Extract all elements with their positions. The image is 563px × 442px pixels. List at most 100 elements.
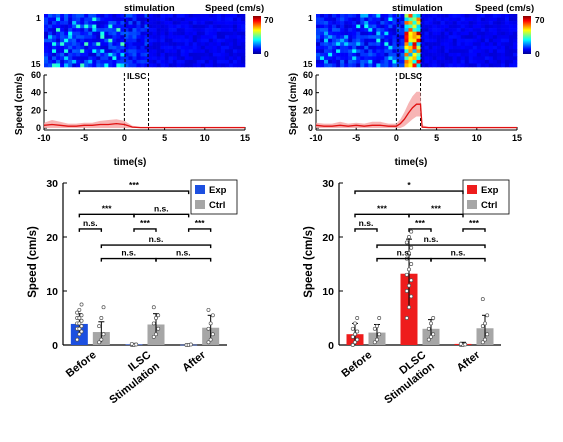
heatmap-cell bbox=[220, 31, 226, 36]
heatmap-cell bbox=[184, 38, 190, 43]
heatmap-cell bbox=[456, 42, 462, 47]
heatmap-cell bbox=[192, 14, 198, 18]
heatmap-cell bbox=[440, 17, 445, 22]
heatmap-cell bbox=[504, 56, 510, 61]
heatmap-cell bbox=[128, 63, 133, 68]
heatmap-cell bbox=[344, 21, 349, 25]
heatmap-cell bbox=[196, 38, 202, 43]
data-point bbox=[404, 316, 409, 320]
heatmap-cell bbox=[132, 17, 137, 22]
heatmap-cell bbox=[388, 42, 393, 47]
x-tick-label: -10 bbox=[37, 133, 50, 143]
heatmap-cell bbox=[108, 59, 113, 64]
heatmap-cell bbox=[148, 21, 153, 25]
heatmap-cell bbox=[336, 21, 341, 25]
heatmap-cell bbox=[228, 14, 234, 18]
heatmap-cell bbox=[332, 14, 337, 18]
heatmap-cell bbox=[212, 49, 218, 54]
heatmap-cell bbox=[124, 28, 129, 32]
heatmap-cell bbox=[456, 52, 462, 57]
heatmap-cell bbox=[448, 42, 453, 47]
heatmap-cell bbox=[360, 31, 365, 36]
heatmap-cell bbox=[180, 24, 185, 29]
heatmap-cell bbox=[128, 49, 133, 54]
heatmap-cell bbox=[152, 56, 157, 61]
heatmap-cell bbox=[56, 35, 61, 40]
heatmap-cell bbox=[164, 56, 169, 61]
heatmap-cell bbox=[208, 24, 214, 29]
heatmap-cell bbox=[152, 45, 157, 50]
heatmap-cell bbox=[428, 17, 433, 22]
heatmap-cell bbox=[220, 45, 226, 50]
heatmap-cell bbox=[436, 31, 441, 36]
heatmap-cell bbox=[188, 28, 194, 32]
heatmap-cell bbox=[172, 31, 177, 36]
heatmap-cell bbox=[144, 17, 149, 22]
heatmap-cell bbox=[388, 31, 393, 36]
heatmap-cell bbox=[480, 38, 486, 43]
heatmap-cell bbox=[80, 42, 85, 47]
data-point bbox=[156, 326, 161, 331]
heatmap-cell bbox=[504, 63, 510, 68]
heatmap-cell bbox=[184, 21, 190, 25]
heatmap-cell bbox=[352, 31, 357, 36]
heatmap-cell bbox=[404, 45, 409, 50]
category-label-line: After bbox=[455, 349, 483, 375]
heatmap-cell bbox=[48, 24, 53, 29]
heatmap-cell bbox=[120, 31, 125, 36]
heatmap-cell bbox=[220, 52, 226, 57]
heatmap-cell bbox=[116, 14, 121, 18]
heatmap-cell bbox=[416, 24, 421, 29]
heatmap-cell bbox=[472, 38, 478, 43]
heatmap-cell bbox=[168, 52, 173, 57]
heatmap-cell bbox=[212, 35, 218, 40]
heatmap-cell bbox=[120, 21, 125, 25]
heatmap-cell bbox=[200, 49, 206, 54]
heatmap-cell bbox=[220, 59, 226, 64]
heatmap-cell bbox=[420, 42, 425, 47]
colorbar-tick-max: 70 bbox=[264, 15, 274, 25]
heatmap-cell bbox=[488, 56, 494, 61]
heatmap-cell bbox=[168, 28, 173, 32]
heatmap-cell bbox=[432, 21, 437, 25]
heatmap-cell bbox=[156, 52, 161, 57]
heatmap-cell bbox=[464, 17, 470, 22]
heatmap-cell bbox=[156, 59, 161, 64]
heatmap-cell bbox=[388, 59, 393, 64]
heatmap-cell bbox=[484, 49, 490, 54]
heatmap-cell bbox=[336, 52, 341, 57]
heatmap-cell bbox=[180, 17, 185, 22]
heatmap-cell bbox=[68, 42, 73, 47]
heatmap-cell bbox=[196, 14, 202, 18]
heatmap-cell bbox=[500, 28, 506, 32]
heatmap-cell bbox=[460, 49, 466, 54]
heatmap-cell bbox=[200, 31, 206, 36]
heatmap-cell bbox=[176, 63, 181, 68]
heatmap-cell bbox=[104, 59, 109, 64]
heatmap-cell bbox=[108, 17, 113, 22]
heatmap-cell bbox=[340, 63, 345, 68]
heatmap-cell bbox=[60, 42, 65, 47]
heatmap-cell bbox=[320, 52, 325, 57]
heatmap-cell bbox=[452, 17, 457, 22]
heatmap-cell bbox=[144, 28, 149, 32]
heatmap-cell bbox=[240, 35, 246, 40]
heatmap-cell bbox=[208, 17, 214, 22]
heatmap-cell bbox=[92, 28, 97, 32]
heatmap-cell bbox=[172, 56, 177, 61]
data-point bbox=[101, 332, 106, 337]
heatmap-cell bbox=[196, 28, 202, 32]
heatmap-cell bbox=[344, 52, 349, 57]
heatmap-cell bbox=[340, 38, 345, 43]
heatmap-cell bbox=[348, 24, 353, 29]
heatmap-cell bbox=[480, 28, 486, 32]
sem-band bbox=[316, 91, 517, 128]
heatmap-cell bbox=[84, 21, 89, 25]
heatmap-cell bbox=[392, 59, 397, 64]
heatmap-cell bbox=[68, 52, 73, 57]
heatmap-cell bbox=[116, 35, 121, 40]
heatmap-cell bbox=[456, 21, 462, 25]
heatmap-cell bbox=[376, 56, 381, 61]
heatmap-cell bbox=[484, 24, 490, 29]
